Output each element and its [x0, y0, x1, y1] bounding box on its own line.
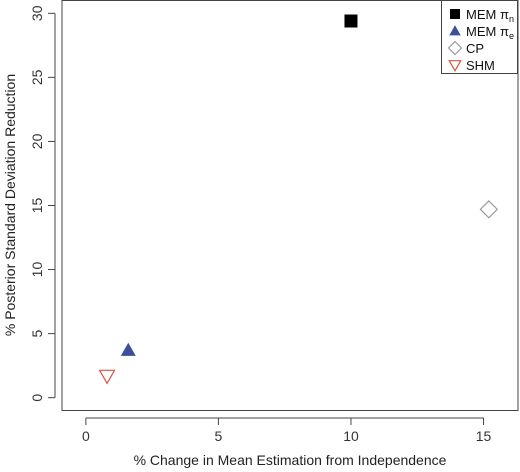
- y-tick-label: 25: [29, 69, 45, 85]
- y-tick-label: 0: [29, 394, 45, 402]
- legend-marker-0: [450, 9, 460, 19]
- data-point-2: [479, 200, 499, 219]
- x-axis: 0 5 10 15: [82, 417, 492, 444]
- data-points: [98, 14, 499, 385]
- data-point-1: [120, 342, 136, 356]
- y-axis: 0 5 10 15 20 25 30: [29, 5, 56, 402]
- y-tick-label: 15: [29, 198, 45, 214]
- legend-label-3: SHM: [466, 58, 495, 73]
- data-point-0: [344, 14, 358, 28]
- x-tick-label: 5: [215, 428, 223, 444]
- legend-marker-1: [449, 25, 461, 36]
- legend-label-1: MEM πe: [466, 24, 514, 41]
- data-point-3: [98, 369, 116, 385]
- legend-marker-2: [447, 40, 463, 56]
- y-tick-label: 20: [29, 133, 45, 149]
- x-tick-label: 15: [476, 428, 492, 444]
- y-tick-label: 10: [29, 262, 45, 278]
- legend-label-0: MEM πn: [466, 7, 514, 24]
- y-axis-label: % Posterior Standard Deviation Reduction: [2, 74, 18, 336]
- x-tick-label: 10: [343, 428, 359, 444]
- x-axis-label: % Change in Mean Estimation from Indepen…: [134, 452, 447, 468]
- x-tick-label: 0: [82, 428, 90, 444]
- plot-frame: [61, 0, 519, 411]
- y-tick-label: 30: [29, 5, 45, 21]
- y-tick-label: 5: [29, 330, 45, 338]
- legend-marker-3: [448, 60, 462, 72]
- legend-label-2: CP: [466, 41, 484, 56]
